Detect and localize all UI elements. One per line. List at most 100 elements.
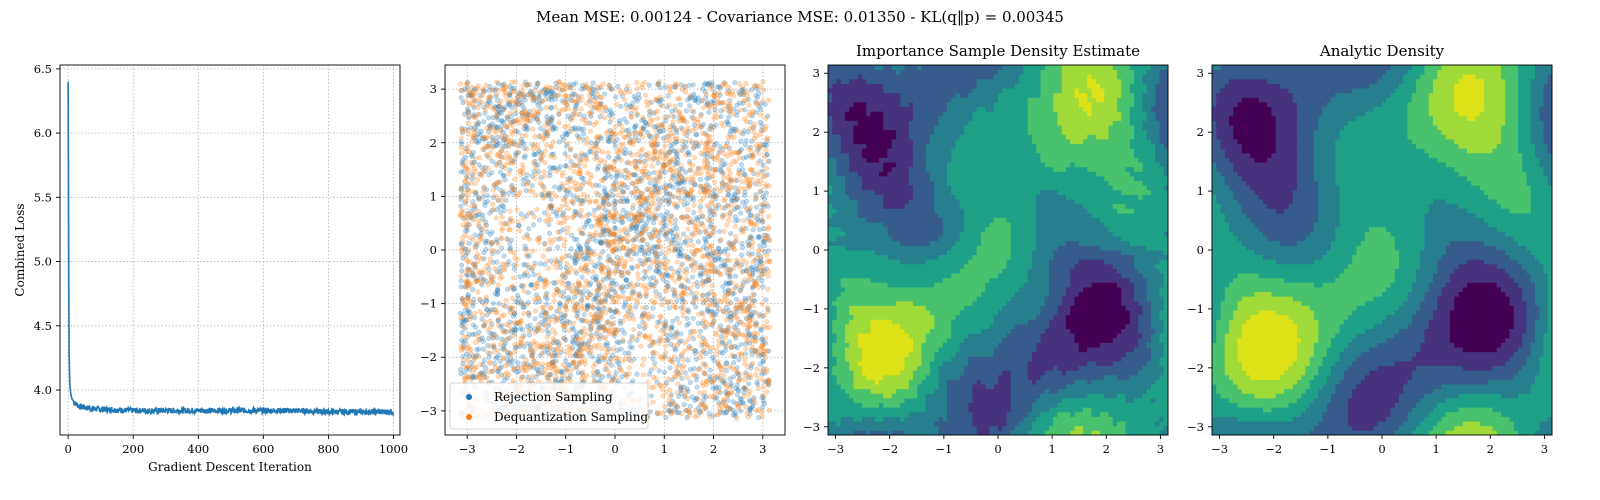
dequantization-points-point <box>666 198 672 204</box>
dequantization-points-point <box>459 126 465 132</box>
rejection-points-point <box>574 340 580 346</box>
rejection-points-point <box>681 401 687 408</box>
rejection-points-point <box>691 122 698 128</box>
dequantization-points-point <box>484 375 490 381</box>
dequantization-points-point <box>497 102 503 108</box>
dequantization-points-point <box>682 89 688 95</box>
rejection-points-point <box>697 273 703 279</box>
dequantization-points-point <box>579 214 585 220</box>
dequantization-points-point <box>719 100 725 106</box>
dequantization-points-point <box>548 351 554 357</box>
dequantization-points-point <box>653 376 659 382</box>
dequantization-points-point <box>519 87 525 93</box>
dequantization-points-point <box>672 103 678 109</box>
rejection-points-point <box>706 278 712 284</box>
dequantization-points-point <box>639 178 645 184</box>
dequantization-points-point <box>676 171 682 177</box>
rejection-points-point <box>724 281 730 287</box>
dequantization-points-point <box>721 175 727 181</box>
dequantization-points-point <box>764 304 770 310</box>
rejection-points-point <box>732 218 738 224</box>
dequantization-points-point <box>630 171 636 178</box>
dequantization-points-point <box>521 288 527 294</box>
dequantization-points-point <box>567 146 574 152</box>
dequantization-points-point <box>626 371 632 377</box>
rejection-points-point <box>576 280 582 287</box>
dequantization-points-point <box>692 220 698 226</box>
rejection-points-point <box>480 346 486 352</box>
dequantization-points-point <box>465 120 471 126</box>
dequantization-points-point <box>628 358 635 365</box>
dequantization-points-point <box>707 105 713 111</box>
dequantization-points-point <box>747 109 753 115</box>
rejection-points-point <box>527 322 533 328</box>
dequantization-points-point <box>517 228 523 234</box>
dequantization-points-point <box>510 160 516 166</box>
dequantization-points-point <box>511 366 517 372</box>
dequantization-points-point <box>734 128 740 134</box>
dequantization-points-point <box>643 257 649 263</box>
dequantization-points-point <box>578 106 584 112</box>
dequantization-points-point <box>733 233 739 239</box>
dequantization-points-point <box>650 117 656 123</box>
rejection-points-point <box>573 80 579 86</box>
rejection-points-point <box>568 246 574 252</box>
dequantization-points-point <box>721 327 727 333</box>
rejection-points-point <box>601 188 607 194</box>
rejection-points-point <box>731 324 737 330</box>
rejection-points-point <box>738 210 744 216</box>
dequantization-points-point <box>502 347 508 353</box>
dequantization-points-point <box>458 194 464 200</box>
dequantization-points-point <box>747 372 753 378</box>
dequantization-points-point <box>588 250 594 256</box>
rejection-points-point <box>667 142 673 149</box>
rejection-points-point <box>467 92 473 98</box>
dequantization-points-point <box>722 341 729 347</box>
rejection-points-point <box>666 305 672 311</box>
dequantization-points-point <box>606 82 612 89</box>
dequantization-points-point <box>518 376 524 383</box>
dequantization-points-point <box>500 302 506 309</box>
rejection-points-point <box>742 142 748 148</box>
rejection-points-point <box>643 274 649 280</box>
dequantization-points-point <box>583 307 590 313</box>
dequantization-points-point <box>683 388 689 395</box>
dequantization-points-point <box>560 373 566 379</box>
dequantization-points-point <box>659 103 665 109</box>
rejection-points-point <box>554 287 560 293</box>
dequantization-points-point <box>589 318 595 324</box>
dequantization-points-point <box>678 187 684 193</box>
dequantization-points-point <box>742 277 748 283</box>
dequantization-points-point <box>519 110 525 116</box>
rejection-points-point <box>511 118 517 124</box>
dequantization-points-point <box>576 181 582 187</box>
dequantization-points-point <box>604 319 610 326</box>
rejection-points-point <box>673 217 679 223</box>
dequantization-points-point <box>602 334 608 340</box>
dequantization-points-point <box>559 281 566 287</box>
rejection-points-point <box>482 240 488 246</box>
dequantization-points-point <box>748 296 754 302</box>
dequantization-points-point <box>534 206 540 212</box>
rejection-points-point <box>655 205 661 211</box>
rejection-points-point <box>620 207 626 213</box>
dequantization-points-point <box>545 212 551 218</box>
rejection-points-point <box>564 269 570 275</box>
dequantization-points-point <box>702 147 708 153</box>
dequantization-points-point <box>502 165 508 171</box>
dequantization-points-point <box>562 99 568 105</box>
dequantization-points-point <box>495 241 502 247</box>
rejection-points-point <box>629 264 635 270</box>
dequantization-points-point <box>590 369 597 375</box>
rejection-points-point <box>487 210 493 216</box>
dequantization-points-point <box>509 305 515 311</box>
dequantization-points-point <box>613 293 619 299</box>
dequantization-points-point <box>748 154 754 160</box>
dequantization-points-point <box>565 230 571 236</box>
dequantization-points-point <box>618 123 624 129</box>
dequantization-points-point <box>762 153 768 160</box>
dequantization-points-point <box>739 178 745 185</box>
dequantization-points-point <box>708 207 714 213</box>
dequantization-points-point <box>481 184 487 190</box>
dequantization-points-point <box>610 320 616 326</box>
